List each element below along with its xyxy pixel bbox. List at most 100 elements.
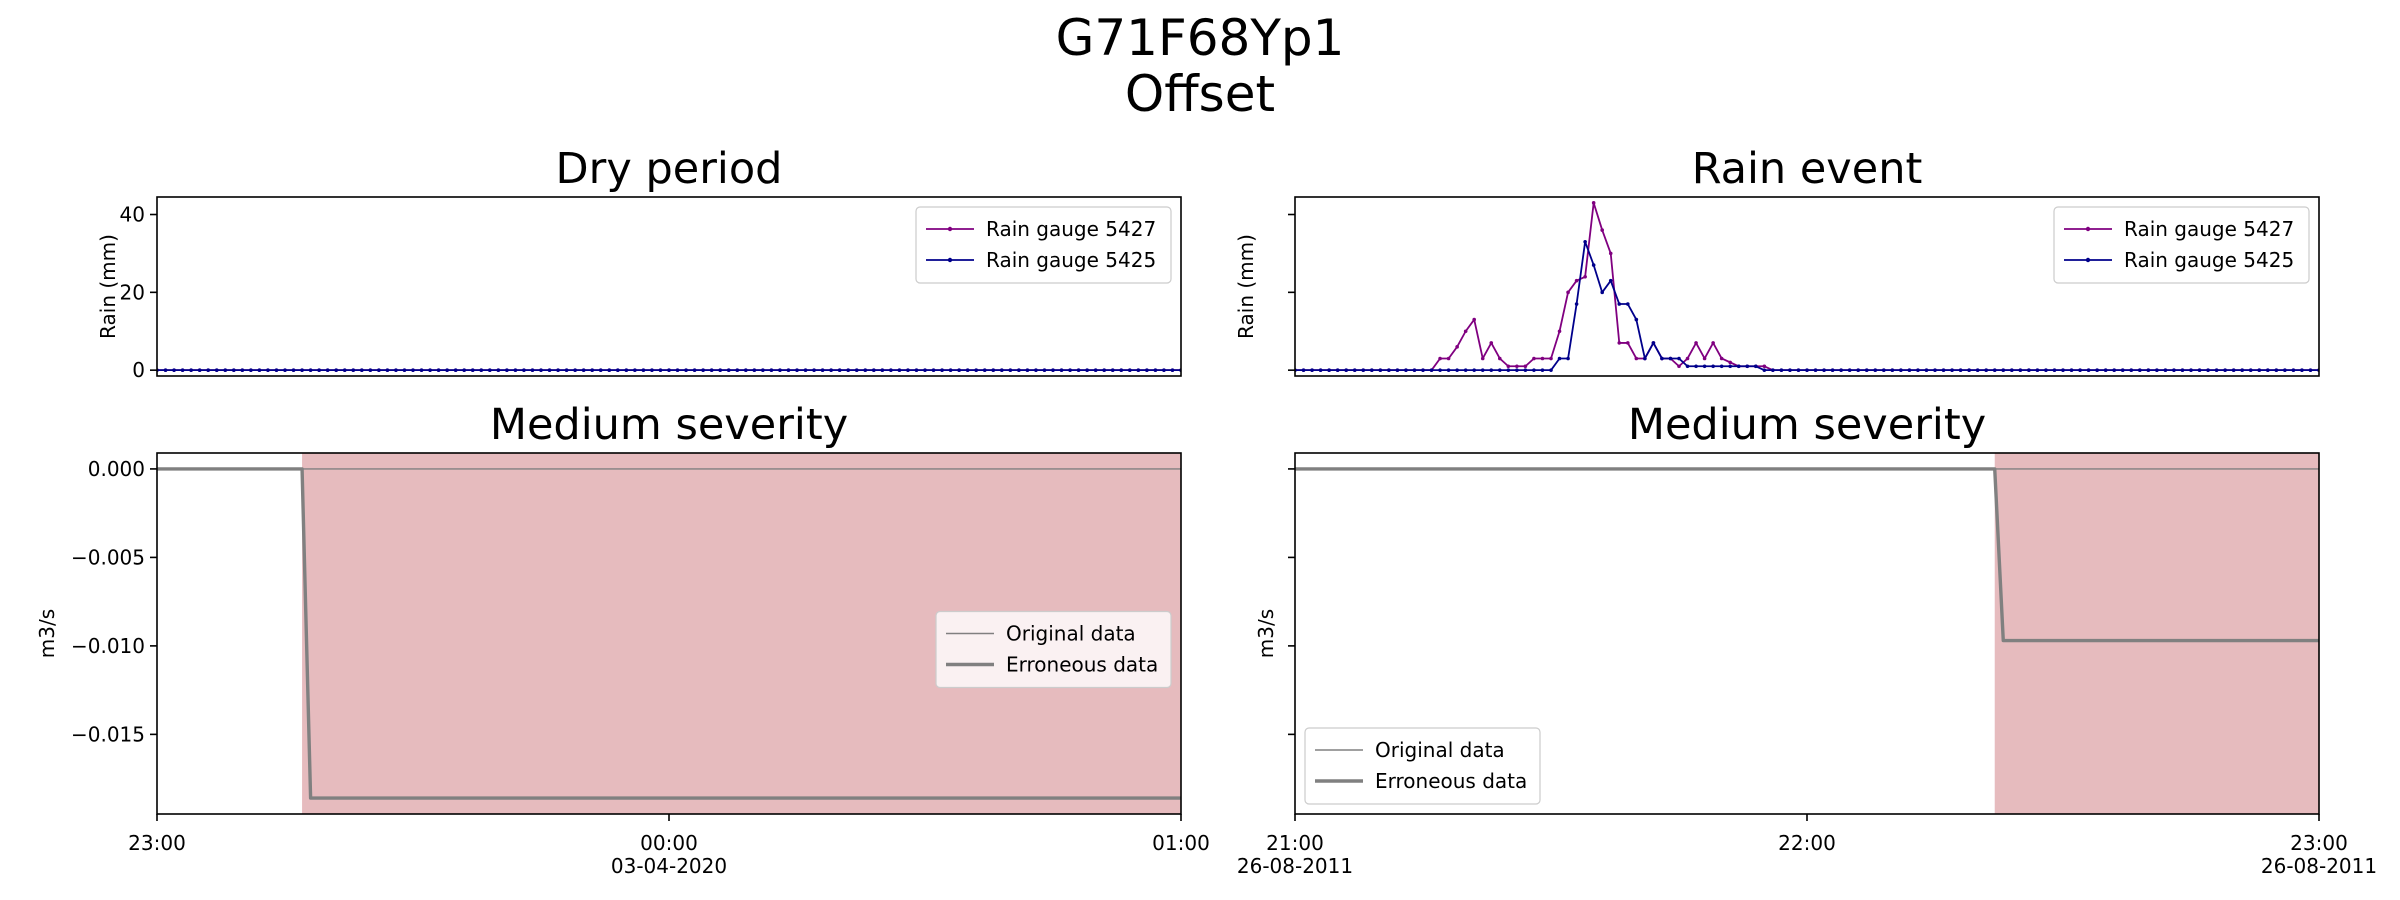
data-point — [1480, 368, 1485, 372]
series-group — [157, 368, 1181, 372]
data-point — [1042, 368, 1047, 372]
data-point — [1472, 368, 1476, 372]
data-point — [1608, 278, 1613, 283]
data-point — [1677, 356, 1681, 361]
data-point — [2052, 368, 2057, 372]
data-point — [965, 368, 970, 372]
legend-label: Rain gauge 5427 — [2124, 217, 2294, 241]
data-point — [2283, 368, 2287, 372]
data-point — [718, 368, 722, 372]
x-tick-label: 22:00 — [1778, 831, 1836, 855]
subplot-title: Medium severity — [1628, 400, 1986, 450]
data-point — [1813, 368, 1818, 372]
x-tick-label: 23:00 — [128, 831, 186, 855]
data-point — [1051, 368, 1055, 372]
data-point — [991, 368, 996, 372]
data-point — [675, 368, 680, 372]
data-point — [701, 368, 705, 372]
data-point — [769, 368, 774, 372]
data-point — [2240, 368, 2244, 372]
data-point — [889, 368, 893, 372]
data-point — [948, 368, 953, 372]
data-point — [1523, 364, 1528, 369]
data-point — [1600, 228, 1604, 232]
data-point — [2010, 368, 2014, 372]
data-point — [1421, 368, 1425, 372]
data-point — [223, 368, 228, 372]
data-point — [1711, 364, 1715, 369]
data-point — [2214, 368, 2219, 372]
data-point — [1429, 368, 1434, 372]
data-point — [1540, 356, 1545, 361]
data-point — [1651, 341, 1656, 345]
data-point — [641, 368, 646, 372]
data-point — [624, 368, 629, 372]
data-point — [513, 368, 518, 372]
legend: Original data Erroneous data — [1304, 727, 1541, 805]
data-point — [1093, 368, 1098, 372]
data-point — [1498, 368, 1502, 372]
data-point — [812, 368, 816, 372]
data-point — [300, 368, 304, 372]
data-point — [1745, 364, 1750, 369]
data-point — [2129, 368, 2134, 372]
data-point — [1110, 368, 1115, 372]
data-point — [1634, 317, 1639, 322]
data-point — [1975, 368, 1980, 372]
y-tick-label: 20 — [120, 280, 145, 304]
data-point — [1395, 368, 1400, 372]
data-point — [1463, 368, 1468, 372]
data-point — [1438, 368, 1442, 372]
data-point — [1907, 368, 1912, 372]
data-point — [2231, 368, 2236, 372]
subplot-title: Rain event — [1692, 144, 1923, 194]
data-point — [1762, 368, 1767, 372]
data-point — [2018, 368, 2023, 372]
data-point — [1162, 368, 1166, 372]
x-tick-label: 00:00 — [640, 831, 698, 855]
data-point — [1566, 356, 1570, 361]
data-point — [1446, 356, 1451, 361]
data-point — [735, 368, 740, 372]
data-point — [820, 368, 825, 372]
y-tick-label: −0.015 — [71, 722, 145, 746]
legend-label: Erroneous data — [1375, 769, 1527, 793]
data-point — [334, 368, 339, 372]
data-point — [1890, 368, 1895, 372]
data-point — [1549, 368, 1553, 372]
data-point — [1523, 368, 1528, 372]
data-point — [1916, 368, 1920, 372]
data-point — [419, 368, 424, 372]
y-tick-label: −0.005 — [71, 545, 145, 569]
data-point — [1608, 251, 1613, 256]
data-point — [1626, 341, 1630, 345]
data-point — [1899, 368, 1903, 372]
data-point — [2044, 368, 2048, 372]
data-point — [1634, 356, 1639, 361]
y-axis-label: Rain (mm) — [96, 234, 120, 339]
data-point — [650, 368, 654, 372]
series-line-erroneous-data — [157, 467, 1181, 800]
data-point — [1102, 368, 1106, 372]
data-point — [573, 368, 577, 372]
data-point — [2120, 368, 2125, 372]
data-point — [1736, 364, 1741, 369]
y-axis-label: Rain (mm) — [1234, 234, 1258, 339]
data-point — [1532, 356, 1536, 361]
data-point — [1822, 368, 1826, 372]
data-point — [1352, 368, 1357, 372]
data-point — [803, 368, 808, 372]
data-point — [1574, 302, 1579, 306]
legend-label: Rain gauge 5427 — [986, 217, 1156, 241]
data-point — [385, 368, 390, 372]
data-point — [633, 368, 637, 372]
data-point — [1153, 368, 1158, 372]
data-point — [872, 368, 876, 372]
data-point — [897, 368, 902, 372]
data-point — [1864, 368, 1869, 372]
data-point — [2300, 368, 2304, 372]
data-point — [982, 368, 987, 372]
data-point — [837, 368, 842, 372]
data-point — [1000, 368, 1004, 372]
